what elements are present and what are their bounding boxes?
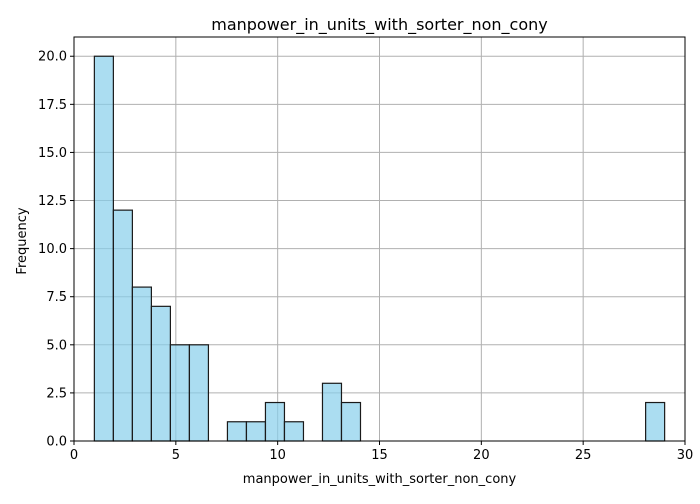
histogram-bar [188,344,210,442]
chart-title: manpower_in_units_with_sorter_non_cony [211,15,548,35]
y-axis-ticks: 0.0 2.5 5.0 7.5 10.0 12.5 15.0 17.5 20.0 [38,50,74,450]
y-tick-label: 0.0 [46,435,67,450]
histogram-bar [150,305,172,442]
x-tick-label: 20 [473,448,490,463]
x-tick-label: 0 [70,448,78,463]
x-tick-label: 30 [677,448,694,463]
histogram-bars [93,55,666,442]
x-axis-ticks: 0 5 10 15 20 25 30 [70,441,693,463]
x-tick-label: 15 [371,448,388,463]
y-tick-label: 2.5 [46,386,67,401]
histogram-bar [283,421,305,442]
histogram-bar [226,421,248,442]
y-tick-label: 10.0 [38,242,67,257]
histogram-bar [340,401,362,442]
x-tick-label: 5 [172,448,180,463]
y-axis-label: Frequency [15,207,30,274]
histogram-bar [131,286,152,442]
y-tick-label: 20.0 [38,50,67,65]
y-tick-label: 12.5 [38,194,67,209]
x-tick-label: 25 [575,448,592,463]
histogram-bar [93,55,114,442]
x-tick-label: 10 [269,448,286,463]
histogram-bar [245,421,267,442]
x-axis-label: manpower_in_units_with_sorter_non_cony [243,472,517,487]
histogram-bar [645,401,666,442]
histogram-bar [112,209,133,442]
histogram-bar [169,344,191,442]
histogram-bar [321,382,343,442]
grid-lines [73,37,686,442]
y-tick-label: 5.0 [46,338,67,353]
y-tick-label: 15.0 [38,146,67,161]
y-tick-label: 17.5 [38,98,67,113]
histogram-bar [264,401,286,442]
y-tick-label: 7.5 [46,290,67,305]
